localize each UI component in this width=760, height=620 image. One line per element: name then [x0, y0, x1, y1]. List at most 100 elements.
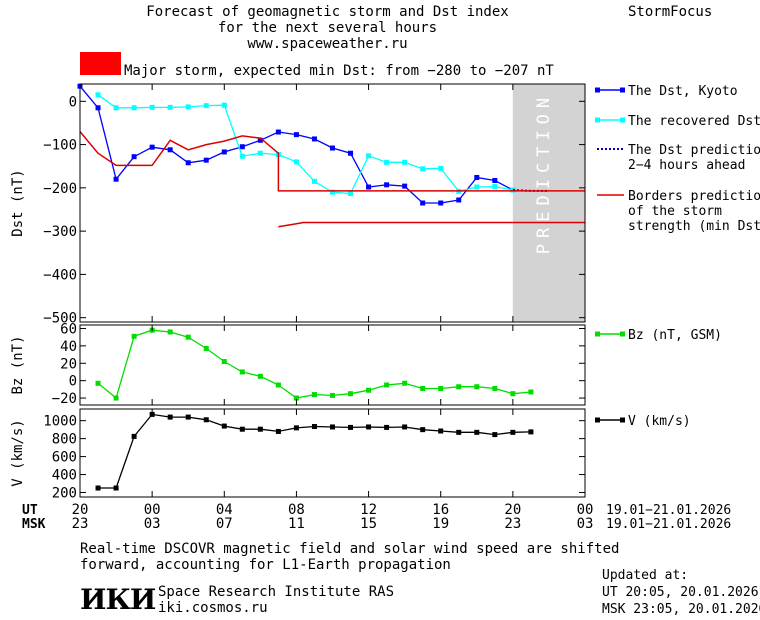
- dst-legend-label: strength (min Dst): [628, 219, 760, 234]
- msk-tick-label: 03: [144, 516, 161, 532]
- dst-point: [348, 190, 354, 196]
- dst-ytick-label: −100: [43, 138, 77, 154]
- dst-point: [113, 105, 119, 111]
- v-point: [293, 425, 299, 431]
- v-frame: [79, 408, 586, 498]
- v-point: [221, 423, 227, 429]
- bz-point: [492, 385, 498, 391]
- dst-point: [384, 159, 390, 165]
- dst-point: [311, 178, 317, 184]
- dst-point: [330, 145, 335, 151]
- dst-point: [131, 154, 137, 160]
- msk-tick-label: 19: [432, 516, 449, 532]
- dst-ytick-label: 0: [69, 94, 77, 110]
- v-point: [239, 426, 245, 432]
- dst-legend-label: The Dst, Kyoto: [628, 84, 738, 99]
- ut-tick-label: 08: [288, 502, 305, 518]
- bz-point: [510, 391, 516, 397]
- bz-point: [366, 387, 372, 393]
- v-point: [456, 429, 462, 435]
- ut-tick-label: 04: [216, 502, 233, 518]
- bz-legend-marker: [620, 331, 625, 337]
- institute-website[interactable]: iki.cosmos.ru: [158, 600, 268, 616]
- footer-note-line2: forward, accounting for L1-Earth propaga…: [80, 557, 451, 573]
- v-point: [492, 432, 498, 438]
- v-point: [384, 424, 390, 430]
- ut-tick-label: 12: [360, 502, 377, 518]
- dst-point: [239, 153, 245, 159]
- v-point: [257, 426, 263, 432]
- v-legend-marker: [595, 417, 600, 423]
- ut-tick-label: 20: [72, 502, 89, 518]
- bz-ytick-label: 20: [60, 356, 77, 372]
- msk-tick-label: 23: [72, 516, 89, 532]
- dst-ytick-label: −300: [43, 224, 77, 240]
- dst-point: [402, 183, 408, 189]
- dst-point: [438, 165, 444, 171]
- v-ytick-label: 200: [52, 486, 77, 502]
- msk-tick-label: 11: [288, 516, 305, 532]
- footer-note-line1: Real-time DSCOVR magnetic field and sola…: [80, 541, 620, 557]
- v-point: [528, 429, 534, 435]
- dst-point: [239, 144, 245, 150]
- dst-legend-marker: [595, 117, 600, 123]
- dst-legend-marker: [620, 117, 625, 123]
- prediction-label: PREDICTION: [534, 92, 554, 254]
- dst-legend-label: of the storm: [628, 204, 722, 219]
- brand-label: StormFocus: [628, 4, 713, 20]
- dst-legend-label: 2−4 hours ahead: [628, 158, 745, 173]
- dst-ytick-label: −400: [43, 267, 77, 283]
- dst-point: [492, 184, 498, 190]
- updated-label: Updated at:: [602, 568, 689, 583]
- dst-point: [275, 129, 281, 135]
- msk-tick-label: 03: [577, 516, 594, 532]
- dst-series-line-1: [97, 94, 514, 195]
- bz-ytick-label: 0: [69, 374, 77, 390]
- dst-point: [474, 184, 480, 190]
- institute-name: Space Research Institute RAS: [158, 584, 395, 600]
- bz-point: [293, 395, 299, 401]
- iki-logo: ИКИ: [80, 583, 156, 616]
- bz-point: [239, 369, 245, 375]
- dst-series-line-3-lower: [278, 221, 585, 228]
- dst-point: [456, 197, 462, 203]
- storm-level-indicator: [80, 52, 121, 75]
- v-ytick-label: 800: [52, 432, 77, 448]
- v-point: [510, 429, 516, 435]
- dst-point: [95, 92, 101, 98]
- dst-point: [203, 103, 209, 109]
- bz-ytick-label: 40: [60, 339, 77, 355]
- dst-legend-label: The recovered Dst: [628, 114, 760, 129]
- bz-point: [257, 373, 263, 379]
- v-point: [366, 424, 372, 430]
- dst-point: [366, 184, 372, 190]
- dst-legend-label: The Dst prediction: [628, 143, 760, 158]
- bz-point: [311, 392, 317, 398]
- dst-legend-label: Borders prediction: [628, 189, 760, 204]
- dst-point: [167, 104, 173, 110]
- chart-title-line3: www.spaceweather.ru: [247, 36, 408, 52]
- bz-point: [275, 382, 281, 388]
- dst-ylabel: Dst (nT): [10, 169, 26, 236]
- bz-point: [95, 380, 101, 386]
- v-ytick-label: 400: [52, 468, 77, 484]
- ut-tick-label: 20: [504, 502, 521, 518]
- bz-series-line-0: [97, 329, 531, 400]
- v-ytick-label: 1000: [43, 414, 77, 430]
- v-ytick-label: 600: [52, 450, 77, 466]
- dst-ytick-label: −200: [43, 181, 77, 197]
- v-point: [348, 424, 354, 430]
- bz-point: [348, 391, 354, 397]
- prediction-region: [512, 84, 585, 322]
- v-point: [131, 433, 137, 439]
- dst-point: [293, 132, 299, 138]
- dst-point: [366, 153, 372, 159]
- dst-point: [420, 200, 426, 206]
- v-point: [438, 428, 444, 434]
- bz-point: [167, 329, 173, 335]
- dst-point: [95, 105, 101, 111]
- dst-point: [149, 104, 155, 110]
- dst-point: [221, 149, 227, 155]
- bz-legend-marker: [595, 331, 600, 337]
- dst-point: [293, 159, 299, 165]
